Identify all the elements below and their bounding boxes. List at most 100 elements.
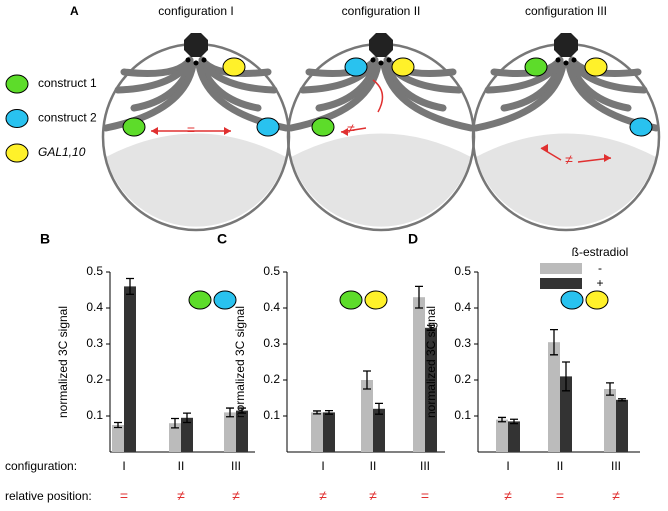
chromosome-arm	[380, 61, 475, 132]
locus	[584, 57, 608, 77]
chromosome-arm	[383, 58, 463, 94]
bar	[236, 410, 248, 452]
bar	[616, 399, 628, 452]
arrow-head	[604, 154, 611, 162]
nucleolus	[291, 133, 471, 227]
construct-marker	[560, 290, 584, 310]
nucleolus	[106, 133, 286, 227]
bar	[169, 423, 181, 452]
legend-label: GAL1,10	[38, 145, 86, 159]
bar	[508, 421, 520, 452]
centromere	[193, 60, 199, 66]
bar	[361, 380, 373, 452]
x-tick-label: III	[231, 459, 241, 473]
legend-swatch	[5, 109, 29, 128]
x-tick-label: III	[611, 459, 621, 473]
y-tick-label: 0.4	[454, 300, 471, 314]
error-bar	[114, 421, 122, 429]
panel-title: configuration II	[342, 4, 421, 18]
error-bar	[498, 416, 506, 423]
arrow-head	[224, 127, 231, 135]
error-bar	[375, 402, 383, 415]
legend-swatch	[5, 74, 29, 94]
nucleus-diagram	[286, 33, 476, 232]
bar	[560, 376, 572, 452]
y-tick-label: 0.2	[263, 372, 280, 386]
chromosome-arm	[484, 58, 564, 94]
chromosome-arm	[472, 61, 567, 132]
nucleolus	[476, 133, 656, 227]
spindle-pole-body	[369, 33, 393, 57]
y-tick-label: 0.2	[86, 372, 103, 386]
locus	[524, 57, 548, 77]
locus	[222, 57, 246, 77]
y-tick-label: 0.5	[263, 264, 280, 278]
legend-swatch	[540, 278, 582, 289]
x-tick-label: I	[506, 459, 509, 473]
relative-position: ≠	[319, 488, 327, 504]
x-tick-label: II	[557, 459, 564, 473]
y-tick-label: 0.1	[454, 408, 471, 422]
bar	[496, 419, 508, 452]
panel-label: D	[408, 231, 418, 247]
x-tick-label: III	[420, 459, 430, 473]
arrow-head	[341, 128, 348, 136]
bar	[181, 417, 193, 452]
nucleus-diagram	[101, 33, 291, 232]
relative-position: =	[556, 488, 564, 504]
panel-title: configuration III	[525, 4, 607, 18]
centromere	[571, 57, 577, 63]
bar	[124, 286, 136, 452]
bar	[413, 297, 425, 452]
y-tick-label: 0.2	[454, 372, 471, 386]
centromere	[563, 60, 569, 66]
bar	[373, 408, 385, 452]
arrow-head	[151, 127, 158, 135]
legend-swatch	[540, 263, 582, 274]
relative-position: =	[421, 488, 429, 504]
y-tick-label: 0.1	[263, 408, 280, 422]
legend-title: ß-estradiol	[572, 245, 629, 259]
locus	[344, 57, 368, 77]
chromosome-arm	[568, 58, 648, 94]
centromere	[185, 57, 191, 63]
y-tick-label: 0.1	[86, 408, 103, 422]
error-bar	[238, 407, 246, 414]
error-bar	[415, 285, 423, 309]
error-bar	[606, 382, 614, 396]
bar	[224, 412, 236, 452]
centromere	[386, 57, 392, 63]
y-tick-label: 0.3	[86, 336, 103, 350]
panel-label: A	[70, 4, 79, 18]
spindle-pole-body	[184, 33, 208, 57]
error-bar	[126, 277, 134, 295]
bar	[604, 389, 616, 452]
locus	[391, 57, 415, 77]
error-bar	[618, 398, 626, 402]
bar	[112, 425, 124, 452]
relative-position: ≠	[612, 488, 620, 504]
row-label: relative position:	[5, 489, 92, 503]
error-bar	[313, 410, 321, 415]
construct-marker	[188, 290, 212, 310]
error-bar	[171, 417, 179, 429]
error-bar	[325, 409, 333, 415]
centromere	[370, 57, 376, 63]
chromosome-arm	[198, 58, 278, 94]
y-axis-label: normalized 3C signal	[233, 306, 247, 418]
spindle-pole-body	[554, 33, 578, 57]
y-tick-label: 0.3	[263, 336, 280, 350]
y-axis-label: normalized 3C signal	[56, 306, 70, 418]
relative-position: =	[120, 488, 128, 504]
bar	[548, 342, 560, 452]
centromere	[555, 57, 561, 63]
x-tick-label: I	[122, 459, 125, 473]
y-tick-label: 0.4	[263, 300, 280, 314]
chromosome-arm	[114, 58, 194, 94]
error-bar	[363, 370, 371, 390]
arrow-head	[541, 144, 548, 152]
panel-label: C	[217, 231, 227, 247]
relative-position: ≠	[232, 488, 240, 504]
locus	[256, 117, 280, 137]
y-tick-label: 0.5	[86, 264, 103, 278]
